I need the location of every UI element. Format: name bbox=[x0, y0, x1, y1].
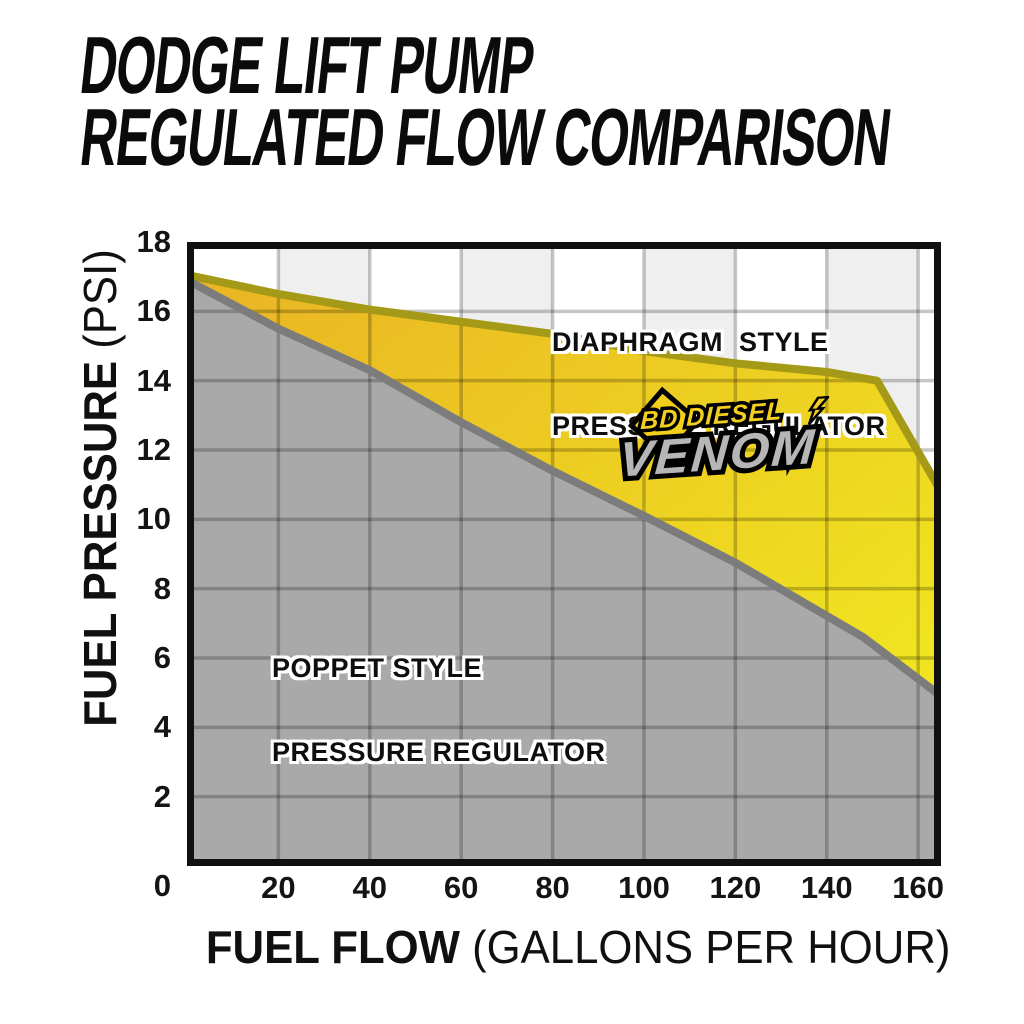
y-tick-label: 18 bbox=[136, 224, 171, 259]
y-tick-label: 8 bbox=[153, 570, 171, 606]
y-tick-label: 4 bbox=[153, 709, 171, 745]
x-tick-label: 20 bbox=[261, 870, 296, 905]
x-axis-title: FUEL FLOW (GALLONS PER HOUR) bbox=[205, 920, 951, 974]
diaphragm-series-label: DIAPHRAGM STYLE PRESSURE REGULATOR bbox=[552, 272, 886, 496]
x-tick-label: 140 bbox=[800, 870, 853, 905]
poppet-line bbox=[185, 276, 944, 700]
plot-area bbox=[185, 242, 945, 867]
y-tick-label: 12 bbox=[136, 432, 171, 467]
x-tick-label: 160 bbox=[892, 870, 944, 905]
page-title: DODGE LIFT PUMP REGULATED FLOW COMPARISO… bbox=[76, 21, 1024, 183]
chart-svg bbox=[185, 242, 945, 867]
y-tick-label: 2 bbox=[153, 778, 171, 814]
page-title-line2: REGULATED FLOW COMPARISON bbox=[76, 93, 895, 183]
x-axis-title-unit: (GALLONS PER HOUR) bbox=[459, 921, 951, 973]
y-tick-label: 6 bbox=[153, 640, 171, 675]
y-tick-label: 10 bbox=[136, 501, 171, 537]
x-tick-label: 80 bbox=[535, 870, 570, 905]
page-title-line1: DODGE LIFT PUMP bbox=[76, 21, 538, 111]
poppet-series-label: POPPET STYLE PRESSURE REGULATOR bbox=[272, 598, 606, 822]
diaphragm-label-line1: DIAPHRAGM STYLE bbox=[552, 327, 829, 357]
lightning-bolt-icon bbox=[807, 395, 832, 426]
x-tick-label: 100 bbox=[618, 870, 670, 905]
x-axis-title-main: FUEL FLOW bbox=[205, 921, 460, 973]
poppet-label-line1: POPPET STYLE bbox=[272, 653, 483, 683]
x-tick-label: 60 bbox=[443, 870, 479, 905]
y-tick-label: 14 bbox=[136, 362, 171, 398]
y-tick-label: 16 bbox=[136, 293, 171, 329]
poppet-label-line2: PRESSURE REGULATOR bbox=[272, 737, 606, 767]
diaphragm-line bbox=[186, 271, 945, 494]
origin-tick-label: 0 bbox=[153, 868, 171, 903]
bd-diesel-venom-logo: BD DIESEL BD DIESEL VENOM VENOM bbox=[608, 377, 875, 505]
x-tick-label: 120 bbox=[709, 870, 762, 905]
poppet-area bbox=[187, 280, 941, 867]
x-tick-label: 40 bbox=[352, 870, 388, 905]
plot-frame bbox=[187, 242, 941, 866]
